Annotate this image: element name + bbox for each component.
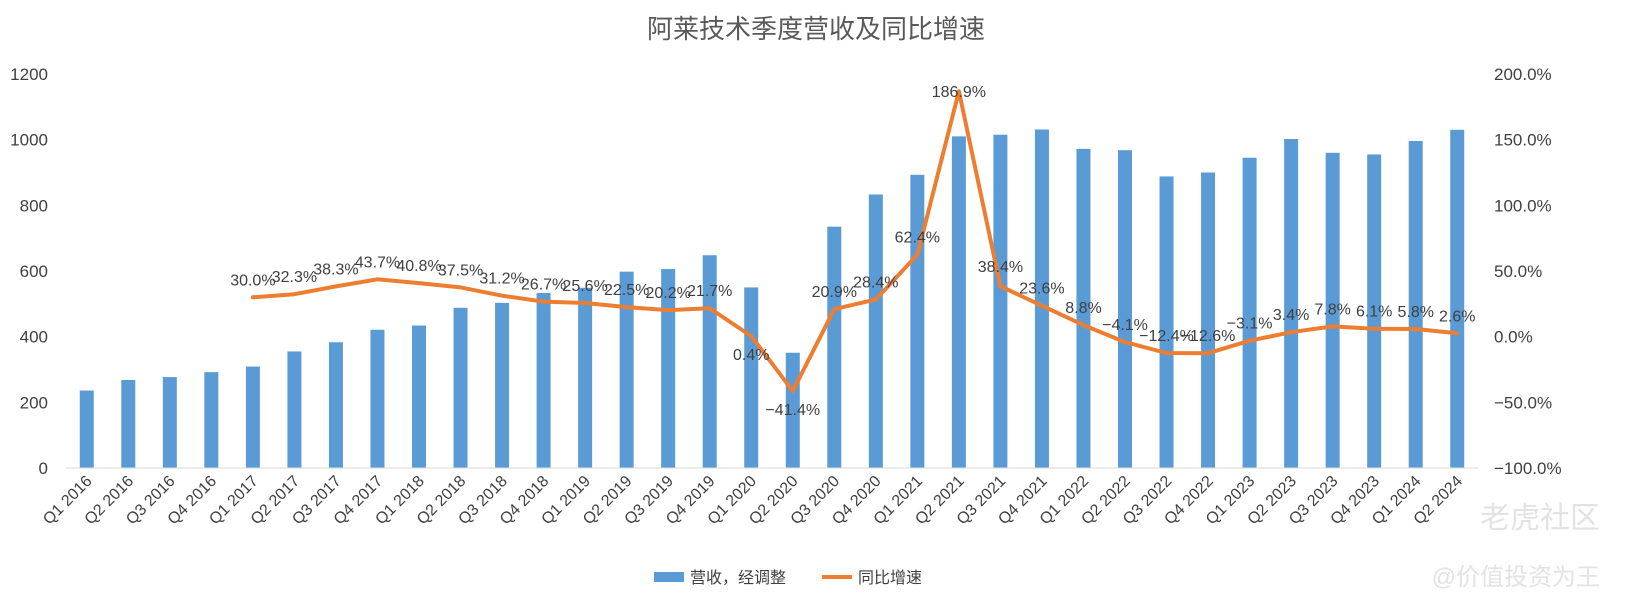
growth-data-label: 20.9% [812, 284, 857, 301]
right-axis-tick-label: 200.0% [1494, 65, 1552, 84]
left-axis-tick-label: 800 [20, 196, 48, 215]
growth-data-label: 62.4% [895, 230, 940, 247]
revenue-bar [536, 292, 551, 468]
revenue-bar [245, 366, 260, 468]
revenue-bar [868, 194, 883, 468]
left-axis-tick-label: 400 [20, 328, 48, 347]
right-axis-tick-label: −100.0% [1494, 459, 1562, 478]
revenue-bar [910, 174, 925, 468]
growth-data-label: 38.3% [313, 261, 358, 278]
growth-line [250, 89, 1460, 393]
left-axis-tick-label: 1200 [10, 65, 48, 84]
revenue-bar [1034, 129, 1049, 468]
growth-data-label: −41.4% [765, 402, 820, 419]
growth-data-label: 32.3% [272, 269, 317, 286]
revenue-bar [1450, 129, 1465, 469]
left-axis-tick-label: 0 [39, 459, 48, 478]
legend-bar-swatch [654, 572, 684, 582]
revenue-bar [1408, 140, 1423, 469]
growth-data-label: −12.6% [1181, 328, 1236, 345]
revenue-bar [1284, 139, 1299, 468]
revenue-bar [951, 136, 966, 468]
right-axis-tick-label: 0.0% [1494, 328, 1533, 347]
growth-data-label: −4.1% [1102, 317, 1148, 334]
growth-data-label: 43.7% [355, 254, 400, 271]
revenue-bar [1367, 154, 1382, 469]
growth-data-label: −3.1% [1227, 316, 1273, 333]
revenue-bar [162, 377, 177, 468]
revenue-bar [619, 271, 634, 468]
left-axis: 0 200 400 600 800 1000 1200 [10, 65, 48, 478]
growth-data-label: 40.8% [396, 258, 441, 275]
growth-data-label: 8.8% [1065, 300, 1101, 317]
revenue-bar [827, 226, 842, 468]
revenue-bar [370, 329, 385, 468]
revenue-bar [1201, 172, 1216, 468]
growth-data-label: 26.7% [521, 277, 566, 294]
growth-data-label: −12.4% [1139, 328, 1194, 345]
revenue-bar [204, 372, 219, 468]
revenue-bar [661, 269, 676, 468]
right-axis-tick-label: 50.0% [1494, 262, 1542, 281]
legend: 营收，经调整 同比增速 [654, 569, 922, 587]
growth-data-label: 38.4% [978, 259, 1023, 276]
growth-data-label: 7.8% [1314, 301, 1350, 318]
watermark: 老虎社区 @价值投资为王 [1432, 502, 1600, 591]
growth-data-label: 20.2% [645, 285, 690, 302]
growth-data-label: 31.2% [479, 271, 524, 288]
right-axis-tick-label: 150.0% [1494, 131, 1552, 150]
growth-data-label: 186.9% [932, 84, 986, 101]
revenue-bar [453, 307, 468, 468]
right-axis-tick-label: 100.0% [1494, 196, 1552, 215]
growth-data-label: 3.4% [1273, 307, 1309, 324]
revenue-bar [328, 342, 343, 468]
revenue-bar [1159, 176, 1174, 468]
growth-data-label: 37.5% [438, 262, 483, 279]
growth-data-label: 6.1% [1356, 304, 1392, 321]
growth-data-label: 28.4% [853, 274, 898, 291]
right-axis: −100.0% −50.0% 0.0% 50.0% 100.0% 150.0% 200.0% [1494, 65, 1562, 478]
revenue-bar [79, 390, 94, 468]
revenue-bar [1242, 157, 1257, 468]
growth-data-label: 22.5% [604, 282, 649, 299]
revenue-bar [121, 380, 136, 468]
left-axis-tick-label: 1000 [10, 131, 48, 150]
line-series [250, 89, 1460, 393]
revenue-bar [1118, 150, 1132, 468]
growth-data-label: 21.7% [687, 283, 732, 300]
left-axis-tick-label: 600 [20, 262, 48, 281]
revenue-bar [495, 302, 510, 468]
revenue-bar [1325, 152, 1340, 469]
chart-title: 阿莱技术季度营收及同比增速 [647, 14, 985, 44]
watermark-line2: @价值投资为王 [1432, 564, 1600, 591]
revenue-bar [1076, 148, 1091, 469]
growth-data-label: 23.6% [1019, 281, 1064, 298]
left-axis-tick-label: 200 [20, 393, 48, 412]
revenue-bar [412, 325, 426, 468]
revenue-bar [993, 134, 1008, 468]
bar-series [79, 129, 1465, 469]
revenue-bar [287, 351, 302, 468]
revenue-bar [744, 287, 759, 468]
line-data-labels: 30.0%32.3%38.3%43.7%40.8%37.5%31.2%26.7%… [230, 84, 1475, 419]
legend-bar-label: 营收，经调整 [690, 569, 786, 587]
growth-data-label: 30.0% [230, 272, 275, 289]
legend-line-label: 同比增速 [858, 569, 922, 587]
growth-data-label: 0.4% [733, 347, 769, 364]
growth-data-label: 2.6% [1439, 308, 1475, 325]
growth-data-label: 5.8% [1397, 304, 1433, 321]
watermark-line1: 老虎社区 [1480, 502, 1600, 535]
growth-data-label: 25.6% [562, 278, 607, 295]
revenue-bar [578, 287, 593, 468]
right-axis-tick-label: −50.0% [1494, 393, 1552, 412]
